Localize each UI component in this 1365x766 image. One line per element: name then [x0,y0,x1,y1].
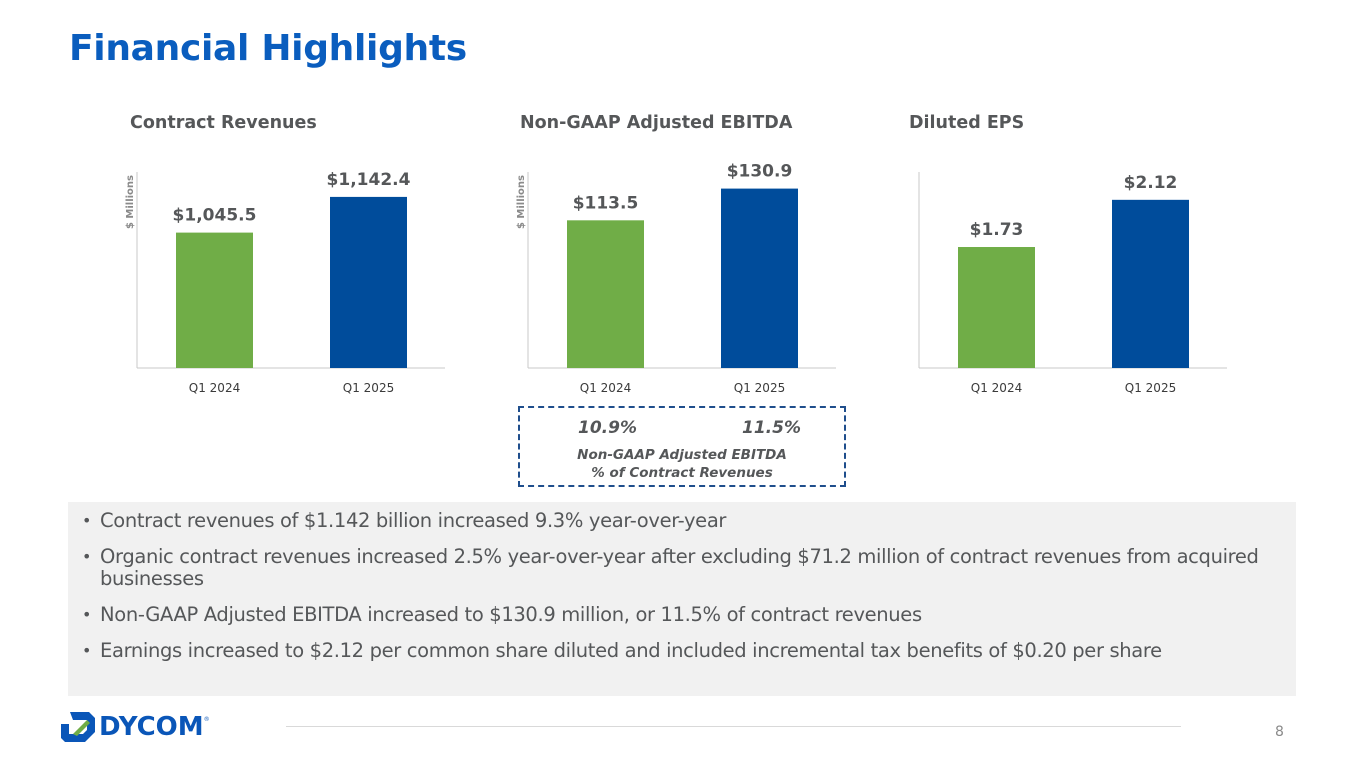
chart-title-diluted-eps: Diluted EPS [909,113,1025,133]
bar-q1-2024 [567,220,644,368]
ebitda-margin-q1-2025: 11.5% [742,418,801,438]
highlights-panel: • Contract revenues of $1.142 billion inc… [68,502,1296,696]
bullet-text: Earnings increased to $2.12 per common s… [100,639,1162,662]
bar-q1-2025 [1112,199,1189,368]
x-tick-label: Q1 2025 [734,381,785,395]
bullet-icon: • [82,641,92,660]
page-title: Financial Highlights [69,28,467,69]
bullet-icon: • [82,547,92,566]
data-label: $130.9 [727,162,793,182]
bullet-text: Contract revenues of $1.142 billion incr… [100,509,727,532]
list-item: • Earnings increased to $2.12 per common … [82,639,1266,662]
x-tick-label: Q1 2025 [343,381,394,395]
data-label: $2.12 [1124,173,1178,193]
bullet-icon: • [82,605,92,624]
dycom-logo-mark-icon [61,712,95,742]
x-tick-label: Q1 2024 [189,381,240,395]
ebitda-margin-caption: Non-GAAP Adjusted EBITDA % of Contract R… [520,446,844,482]
list-item: • Non-GAAP Adjusted EBITDA increased to $… [82,603,1266,626]
logo-wordmark: DYCOM [99,712,204,742]
bullet-text: Organic contract revenues increased 2.5%… [100,545,1259,590]
data-label: $1,142.4 [327,170,411,190]
highlights-list: • Contract revenues of $1.142 billion inc… [82,509,1266,662]
data-label: $1.73 [970,220,1024,240]
chart-title-contract-revenues: Contract Revenues [130,113,317,133]
x-tick-label: Q1 2024 [580,381,631,395]
bullet-text: Non-GAAP Adjusted EBITDA increased to $1… [100,603,922,626]
dycom-logo: DYCOM ® [61,712,210,742]
registered-mark: ® [203,716,210,723]
page-number: 8 [1275,724,1284,740]
bar-q1-2024 [176,232,253,368]
y-axis-label: $ Millions [125,175,136,229]
y-axis-label: $ Millions [516,175,527,229]
ebitda-margin-q1-2024: 10.9% [578,418,637,438]
chart-title-ebitda: Non-GAAP Adjusted EBITDA [520,113,793,133]
list-item: • Organic contract revenues increased 2.5… [82,545,1266,590]
bullet-icon: • [82,511,92,530]
x-tick-label: Q1 2024 [971,381,1022,395]
bar-q1-2025 [330,196,407,368]
footer-divider [286,726,1181,727]
charts-canvas: $ Millions $1,045.5 Q1 2024 $1,142.4 Q1 2025… [125,162,1227,395]
ebitda-margin-box: 10.9% 11.5% Non-GAAP Adjusted EBITDA % o… [518,406,846,487]
data-label: $113.5 [573,193,639,213]
data-label: $1,045.5 [173,206,257,226]
caption-line-1: Non-GAAP Adjusted EBITDA [577,447,787,463]
list-item: • Contract revenues of $1.142 billion inc… [82,509,1266,532]
x-tick-label: Q1 2025 [1125,381,1176,395]
bar-q1-2024 [958,247,1035,368]
bar-q1-2025 [721,188,798,368]
caption-line-2: % of Contract Revenues [591,465,773,481]
